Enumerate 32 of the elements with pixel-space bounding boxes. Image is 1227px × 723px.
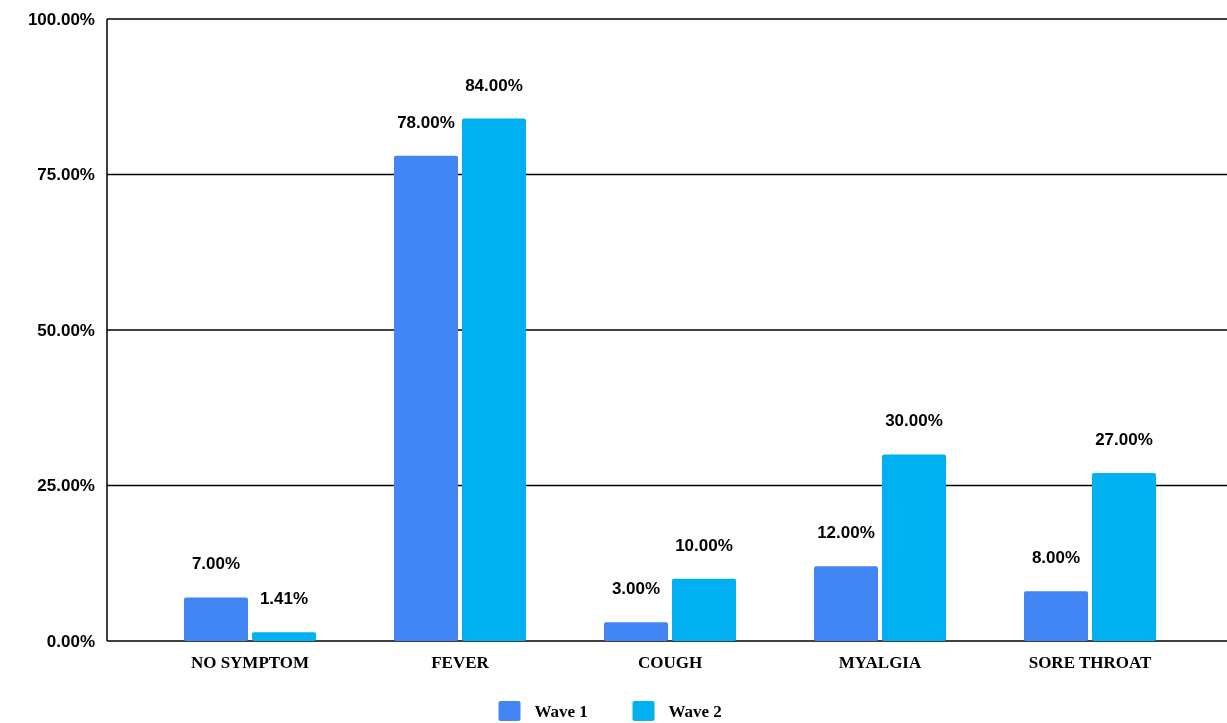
bar (672, 578, 736, 641)
data-label: 1.41% (259, 589, 309, 609)
bar (814, 566, 878, 641)
legend-label: Wave 2 (668, 701, 722, 721)
bar (462, 118, 526, 641)
data-label: 7.00% (191, 554, 241, 574)
data-label: 10.00% (675, 535, 733, 555)
data-label: 3.00% (611, 579, 661, 599)
bar (604, 622, 668, 641)
bar (1092, 473, 1156, 641)
bar (184, 597, 248, 641)
x-tick-label: NO SYMPTOM (190, 653, 310, 672)
x-tick-label: MYALGIA (838, 653, 922, 672)
x-tick-label: FEVER (431, 653, 490, 672)
bar (394, 155, 458, 641)
data-label: 27.00% (1095, 430, 1153, 450)
y-tick-label: 50.00% (37, 320, 95, 340)
data-label: 78.00% (397, 112, 455, 132)
x-tick-label: COUGH (637, 653, 703, 672)
y-tick-label: 75.00% (37, 165, 95, 185)
y-tick-label: 100.00% (27, 9, 95, 29)
data-label: 8.00% (1031, 548, 1081, 568)
bar (882, 454, 946, 641)
data-label: 30.00% (885, 411, 943, 431)
legend-label: Wave 1 (534, 701, 588, 721)
bar (1024, 591, 1088, 641)
y-tick-label: 0.00% (46, 631, 95, 651)
x-tick-label: SORE THROAT (1028, 653, 1152, 672)
data-label: 84.00% (465, 75, 523, 95)
data-label: 12.00% (817, 523, 875, 543)
bar (252, 632, 316, 641)
y-tick-label: 25.00% (37, 476, 95, 496)
